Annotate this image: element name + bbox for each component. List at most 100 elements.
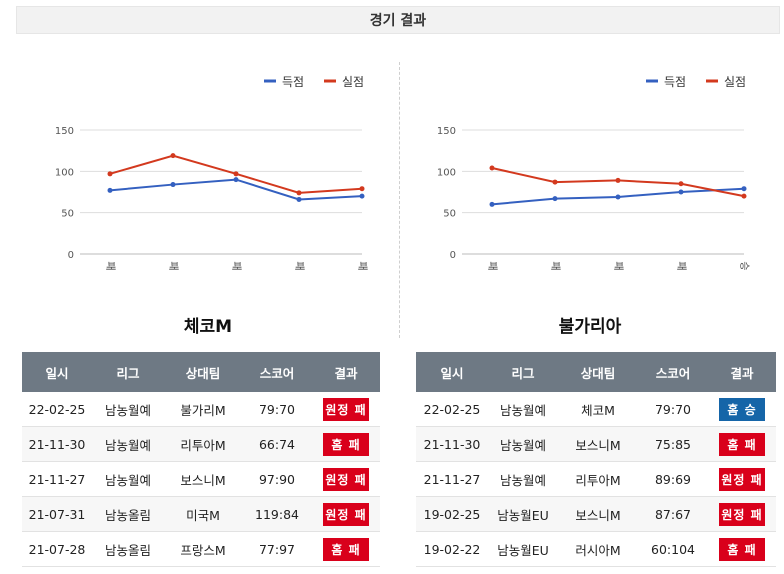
x-tick-label: 패 xyxy=(675,261,687,270)
match-result-cell: 원정 패 xyxy=(708,496,776,532)
x-tick-label: 패 xyxy=(167,261,179,270)
match-score: 60:104 xyxy=(638,531,708,567)
result-badge: 홈 패 xyxy=(719,537,765,561)
x-tick-label: 패 xyxy=(293,261,305,270)
data-point-conceded xyxy=(107,171,113,177)
opponent-name: 미국M xyxy=(164,496,242,532)
result-badge: 원정 패 xyxy=(323,397,369,421)
table-row: 21-11-27 남농월예 보스니M 97:90 원정 패 xyxy=(22,461,380,497)
league-name: 남농월예 xyxy=(92,426,164,462)
table-row: 22-02-25 남농월예 체코M 79:70 홈 승 xyxy=(416,392,776,427)
match-score: 87:67 xyxy=(638,496,708,532)
legend-label-scored: 득점 xyxy=(664,75,686,89)
match-date: 22-02-25 xyxy=(416,392,488,427)
data-point-conceded xyxy=(741,193,747,199)
series-line-scored xyxy=(109,178,363,201)
x-tick-label: 패 xyxy=(486,261,498,270)
col-header-date: 일시 xyxy=(22,352,92,392)
opponent-name: 러시아M xyxy=(558,531,638,567)
opponent-name: 체코M xyxy=(558,392,638,427)
league-name: 남농월EU xyxy=(488,496,558,532)
x-tick-label: 승 xyxy=(738,261,750,270)
match-score: 79:70 xyxy=(242,392,312,427)
result-badge: 홈 승 xyxy=(719,397,765,421)
match-result-cell: 홈 승 xyxy=(708,392,776,427)
x-tick-label: 패 xyxy=(356,261,368,270)
col-header-result: 결과 xyxy=(312,352,380,392)
data-point-scored xyxy=(296,196,302,202)
opponent-name: 리투아M xyxy=(558,461,638,497)
chart-svg: 득점 실점 0 50 100 150 패 패 패 패 승 xyxy=(437,75,750,271)
legend-label-conceded: 실점 xyxy=(724,75,746,89)
match-date: 21-07-28 xyxy=(22,531,92,567)
table-row: 22-02-25 남농월예 불가리M 79:70 원정 패 xyxy=(22,392,380,427)
data-point-scored xyxy=(678,189,684,195)
y-tick-label: 0 xyxy=(450,250,456,261)
result-badge: 홈 패 xyxy=(323,432,369,456)
league-name: 남농월EU xyxy=(488,531,558,567)
y-tick-label: 150 xyxy=(55,126,74,137)
x-tick-label: 패 xyxy=(230,261,242,270)
opponent-name: 프랑스M xyxy=(164,531,242,567)
match-result-cell: 홈 패 xyxy=(708,531,776,567)
league-name: 남농월예 xyxy=(92,392,164,427)
match-date: 21-11-30 xyxy=(416,426,488,462)
match-score: 77:97 xyxy=(242,531,312,567)
result-badge: 홈 패 xyxy=(719,432,765,456)
result-badge: 원정 패 xyxy=(719,467,765,491)
section-title: 경기 결과 xyxy=(16,6,780,34)
data-point-conceded xyxy=(615,177,621,183)
match-date: 21-07-31 xyxy=(22,496,92,532)
match-date: 21-11-30 xyxy=(22,426,92,462)
match-score: 66:74 xyxy=(242,426,312,462)
data-point-conceded xyxy=(489,165,495,171)
table-row: 19-02-22 남농월EU 러시아M 60:104 홈 패 xyxy=(416,531,776,567)
table-row: 21-07-31 남농올림 미국M 119:84 원정 패 xyxy=(22,496,380,532)
legend-label-scored: 득점 xyxy=(282,75,304,89)
y-tick-label: 100 xyxy=(437,167,456,178)
table-row: 21-11-30 남농월예 보스니M 75:85 홈 패 xyxy=(416,426,776,462)
result-badge: 원정 패 xyxy=(323,502,369,526)
col-header-league: 리그 xyxy=(488,352,558,392)
table-row: 21-11-30 남농월예 리투아M 66:74 홈 패 xyxy=(22,426,380,462)
y-tick-label: 0 xyxy=(68,250,74,261)
data-point-scored xyxy=(359,193,365,199)
data-point-conceded xyxy=(359,186,365,192)
data-point-conceded xyxy=(296,190,302,196)
match-date: 22-02-25 xyxy=(22,392,92,427)
table-header-row: 일시 리그 상대팀 스코어 결과 xyxy=(416,352,776,392)
team-2-name: 불가리아 xyxy=(558,317,622,337)
result-badge: 원정 패 xyxy=(719,502,765,526)
data-point-scored xyxy=(170,182,176,188)
match-date: 19-02-22 xyxy=(416,531,488,567)
y-tick-label: 150 xyxy=(437,126,456,137)
match-score: 119:84 xyxy=(242,496,312,532)
opponent-name: 리투아M xyxy=(164,426,242,462)
match-score: 97:90 xyxy=(242,461,312,497)
league-name: 남농올림 xyxy=(92,496,164,532)
match-date: 21-11-27 xyxy=(22,461,92,497)
opponent-name: 보스니M xyxy=(558,426,638,462)
result-badge: 원정 패 xyxy=(323,467,369,491)
opponent-name: 불가리M xyxy=(164,392,242,427)
data-point-scored xyxy=(552,196,558,202)
team-2-results-table: 일시 리그 상대팀 스코어 결과 22-02-25 남농월예 체코M 79:70 홈 승… xyxy=(416,352,776,567)
opponent-name: 보스니M xyxy=(558,496,638,532)
table-row: 19-02-25 남농월EU 보스니M 87:67 원정 패 xyxy=(416,496,776,532)
match-result-cell: 홈 패 xyxy=(708,426,776,462)
match-date: 21-11-27 xyxy=(416,461,488,497)
data-point-scored xyxy=(615,194,621,200)
col-header-opponent: 상대팀 xyxy=(558,352,638,392)
data-point-conceded xyxy=(552,179,558,185)
league-name: 남농월예 xyxy=(92,461,164,497)
match-result-cell: 홈 패 xyxy=(312,426,380,462)
table-row: 21-07-28 남농올림 프랑스M 77:97 홈 패 xyxy=(22,531,380,567)
column-divider xyxy=(399,62,400,338)
match-score: 75:85 xyxy=(638,426,708,462)
opponent-name: 보스니M xyxy=(164,461,242,497)
chart-svg: 득점 실점 0 50 100 150 패 패 패 패 패 xyxy=(55,75,368,271)
team-1-results-table: 일시 리그 상대팀 스코어 결과 22-02-25 남농월예 불가리M 79:70 원정… xyxy=(22,352,380,567)
team-2-score-chart: 득점 실점 0 50 100 150 패 패 패 패 승 xyxy=(400,62,780,310)
x-tick-label: 패 xyxy=(549,261,561,270)
table-row: 21-11-27 남농월예 리투아M 89:69 원정 패 xyxy=(416,461,776,497)
